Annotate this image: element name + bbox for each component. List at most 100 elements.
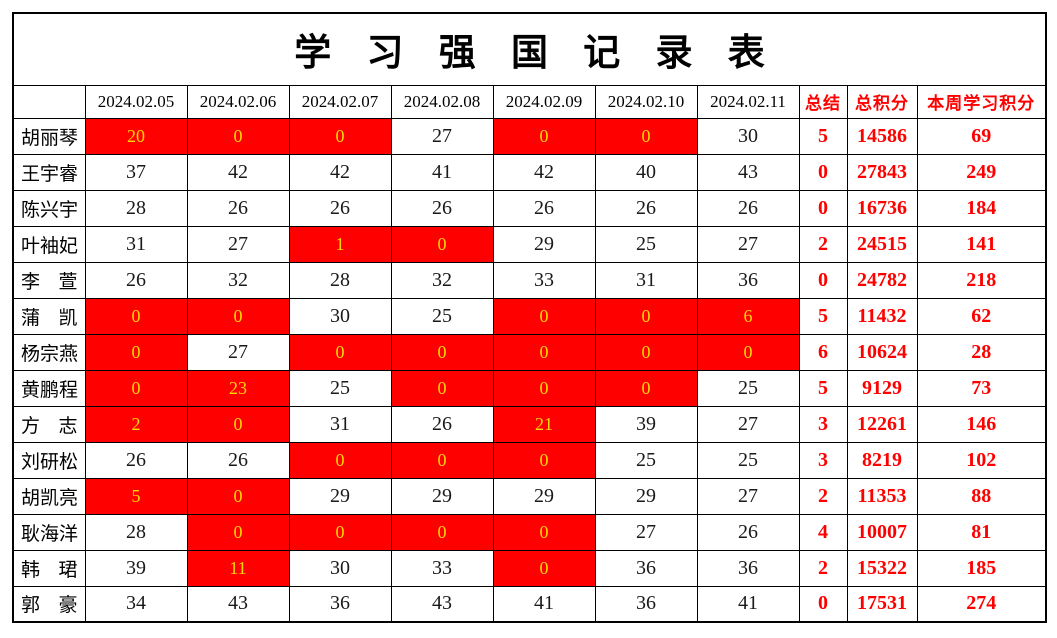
student-name: 蒲凯: [12, 297, 86, 335]
week-points-cell: 146: [916, 405, 1047, 443]
total-points-cell: 12261: [846, 405, 918, 443]
daily-score-cell: 25: [594, 225, 698, 263]
daily-score-cell: 0: [594, 369, 698, 407]
daily-score-cell: 31: [594, 261, 698, 299]
table-row: 韩珺 39 11 30 33 0 36 36 2 15322 185: [12, 549, 1047, 587]
daily-score-cell: 0: [186, 297, 290, 335]
corner-header-cell: [12, 84, 86, 119]
daily-score-cell: 27: [696, 225, 800, 263]
daily-score-cell: 25: [696, 441, 800, 479]
total-points-cell: 14586: [846, 117, 918, 155]
table-row: 方志 2 0 31 26 21 39 27 3 12261 146: [12, 405, 1047, 443]
student-name: 胡丽琴: [12, 117, 86, 155]
table-row: 李萱 26 32 28 32 33 31 36 0 24782 218: [12, 261, 1047, 299]
week-points-cell: 102: [916, 441, 1047, 479]
student-name: 韩珺: [12, 549, 86, 587]
daily-score-cell: 23: [186, 369, 290, 407]
daily-score-cell: 0: [390, 369, 494, 407]
table-row: 叶袖妃 31 27 1 0 29 25 27 2 24515 141: [12, 225, 1047, 263]
daily-score-cell: 27: [594, 513, 698, 551]
column-header-summary: 总结: [798, 84, 848, 119]
summary-count-cell: 2: [798, 225, 848, 263]
daily-score-cell: 21: [492, 405, 596, 443]
summary-count-cell: 5: [798, 369, 848, 407]
total-points-cell: 10007: [846, 513, 918, 551]
daily-score-cell: 41: [492, 585, 596, 623]
daily-score-cell: 0: [390, 513, 494, 551]
summary-count-cell: 6: [798, 333, 848, 371]
summary-count-cell: 2: [798, 549, 848, 587]
total-points-cell: 8219: [846, 441, 918, 479]
daily-score-cell: 29: [492, 477, 596, 515]
daily-score-cell: 42: [492, 153, 596, 191]
daily-score-cell: 0: [84, 297, 188, 335]
summary-count-cell: 0: [798, 153, 848, 191]
summary-count-cell: 4: [798, 513, 848, 551]
daily-score-cell: 1: [288, 225, 392, 263]
daily-score-cell: 6: [696, 297, 800, 335]
daily-score-cell: 26: [492, 189, 596, 227]
daily-score-cell: 0: [492, 369, 596, 407]
daily-score-cell: 26: [390, 189, 494, 227]
column-header-summary: 本周学习积分: [916, 84, 1047, 119]
daily-score-cell: 28: [288, 261, 392, 299]
student-name: 胡凯亮: [12, 477, 86, 515]
column-header-date: 2024.02.09: [492, 84, 596, 119]
column-header-summary: 总积分: [846, 84, 918, 119]
daily-score-cell: 30: [288, 297, 392, 335]
daily-score-cell: 37: [84, 153, 188, 191]
daily-score-cell: 26: [84, 441, 188, 479]
total-points-cell: 17531: [846, 585, 918, 623]
student-name: 郭豪: [12, 585, 86, 623]
daily-score-cell: 2: [84, 405, 188, 443]
daily-score-cell: 27: [696, 477, 800, 515]
week-points-cell: 274: [916, 585, 1047, 623]
daily-score-cell: 26: [84, 261, 188, 299]
daily-score-cell: 26: [288, 189, 392, 227]
daily-score-cell: 28: [84, 513, 188, 551]
daily-score-cell: 11: [186, 549, 290, 587]
daily-score-cell: 26: [696, 513, 800, 551]
daily-score-cell: 29: [492, 225, 596, 263]
daily-score-cell: 28: [84, 189, 188, 227]
daily-score-cell: 43: [696, 153, 800, 191]
daily-score-cell: 0: [288, 117, 392, 155]
table-row: 杨宗燕 0 27 0 0 0 0 0 6 10624 28: [12, 333, 1047, 371]
summary-count-cell: 3: [798, 405, 848, 443]
daily-score-cell: 36: [594, 585, 698, 623]
daily-score-cell: 0: [390, 441, 494, 479]
total-points-cell: 24515: [846, 225, 918, 263]
header-row: 2024.02.05 2024.02.06 2024.02.07 2024.02.08…: [12, 84, 1047, 119]
total-points-cell: 15322: [846, 549, 918, 587]
daily-score-cell: 26: [186, 441, 290, 479]
column-header-date: 2024.02.07: [288, 84, 392, 119]
daily-score-cell: 25: [288, 369, 392, 407]
daily-score-cell: 25: [696, 369, 800, 407]
daily-score-cell: 33: [492, 261, 596, 299]
week-points-cell: 218: [916, 261, 1047, 299]
student-name: 刘研松: [12, 441, 86, 479]
daily-score-cell: 31: [84, 225, 188, 263]
student-name: 王宇睿: [12, 153, 86, 191]
daily-score-cell: 26: [696, 189, 800, 227]
daily-score-cell: 5: [84, 477, 188, 515]
week-points-cell: 185: [916, 549, 1047, 587]
daily-score-cell: 36: [288, 585, 392, 623]
total-points-cell: 27843: [846, 153, 918, 191]
daily-score-cell: 29: [288, 477, 392, 515]
week-points-cell: 81: [916, 513, 1047, 551]
daily-score-cell: 36: [696, 261, 800, 299]
student-name: 杨宗燕: [12, 333, 86, 371]
daily-score-cell: 0: [84, 369, 188, 407]
table-row: 胡凯亮 5 0 29 29 29 29 27 2 11353 88: [12, 477, 1047, 515]
column-header-date: 2024.02.05: [84, 84, 188, 119]
daily-score-cell: 29: [390, 477, 494, 515]
daily-score-cell: 0: [390, 333, 494, 371]
daily-score-cell: 0: [288, 513, 392, 551]
student-name: 方志: [12, 405, 86, 443]
daily-score-cell: 0: [594, 333, 698, 371]
title-row: 学 习 强 国 记 录 表: [12, 12, 1047, 86]
column-header-date: 2024.02.08: [390, 84, 494, 119]
summary-count-cell: 2: [798, 477, 848, 515]
daily-score-cell: 0: [84, 333, 188, 371]
